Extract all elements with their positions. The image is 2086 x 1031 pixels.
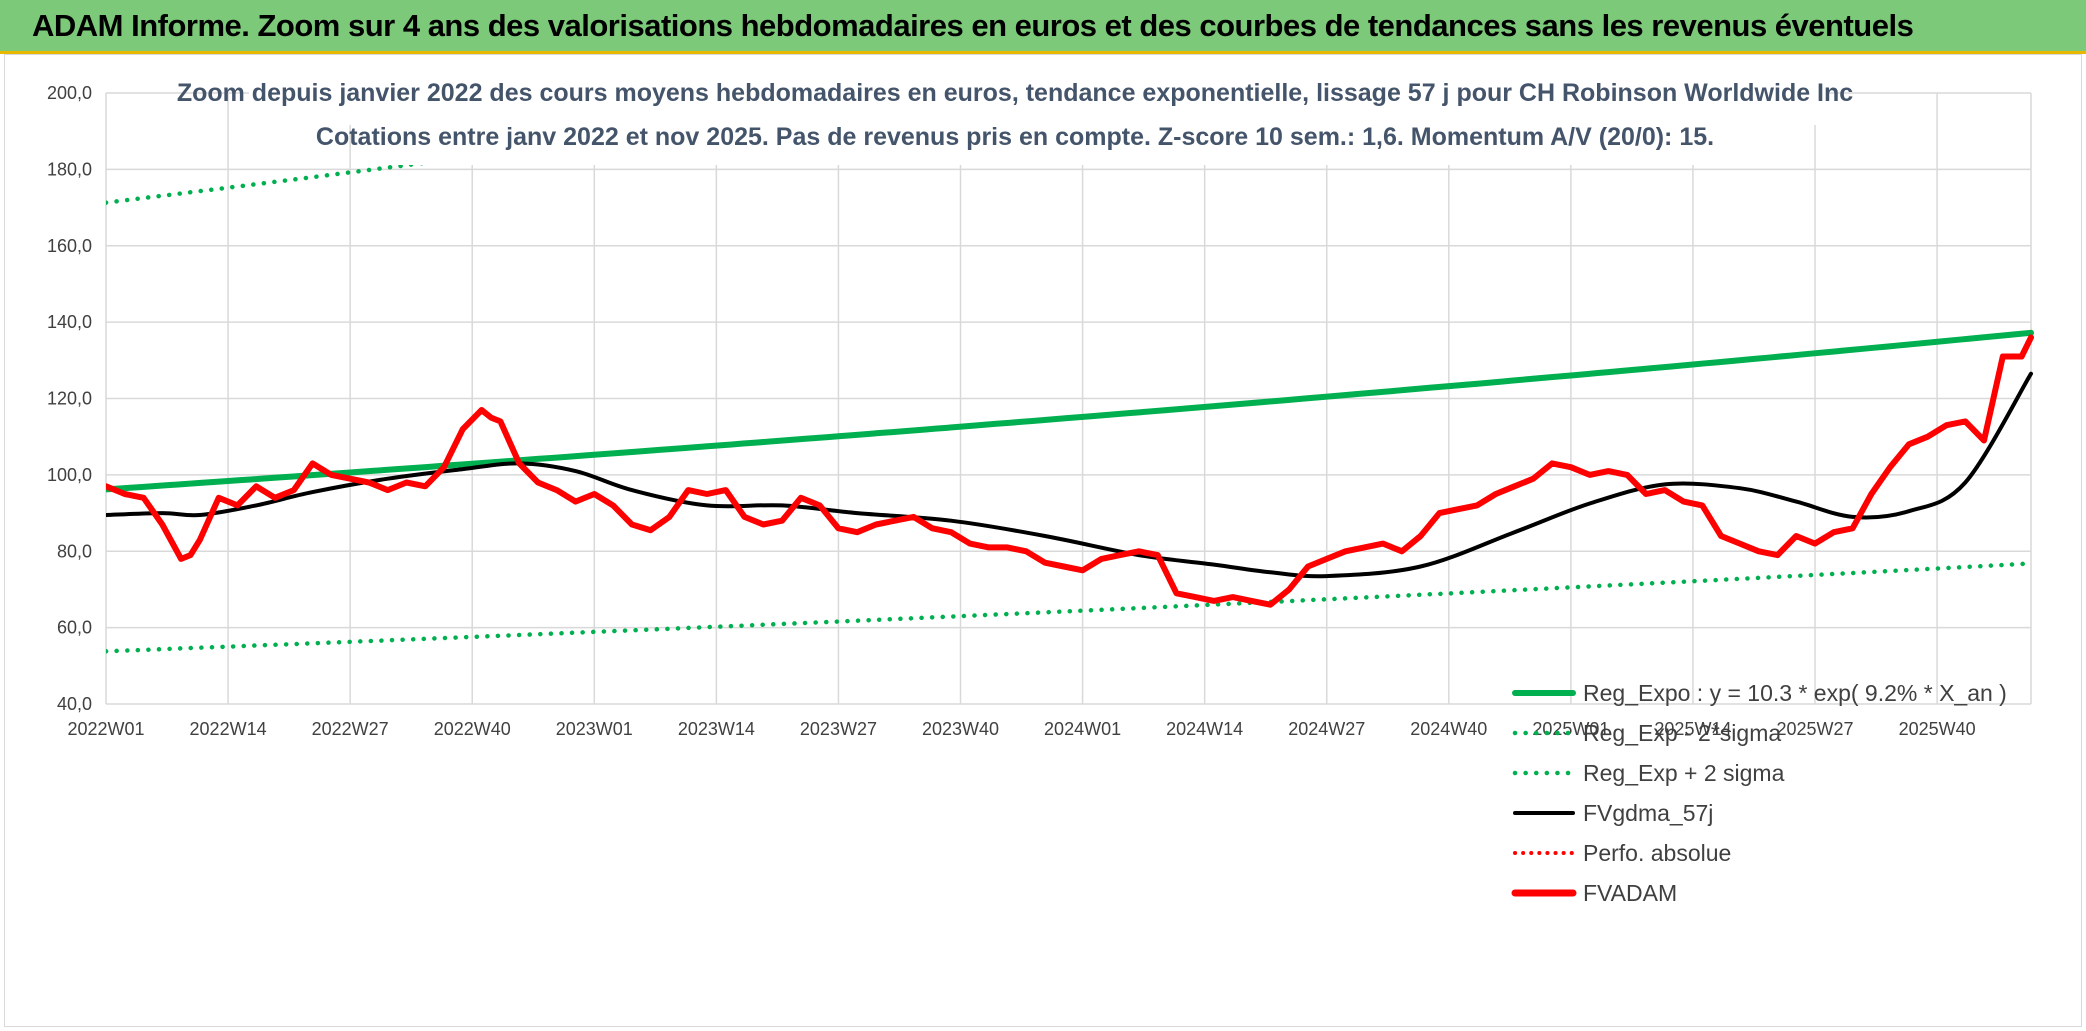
y-tick-label: 160,0 (47, 236, 92, 256)
x-tick-label: 2024W01 (1044, 719, 1121, 739)
legend: Reg_Expo : y = 10.3 * exp( 9.2% * X_an )… (1511, 680, 2007, 906)
legend-item-reg-plus: Reg_Exp + 2 sigma (1512, 760, 1785, 786)
x-tick-label: 2022W14 (190, 719, 267, 739)
line-chart: 40,0 60,0 80,0 100,0 120,0 140,0 160,0 180,0 200… (47, 59, 2034, 906)
y-axis-ticks: 40,0 60,0 80,0 100,0 120,0 140,0 160,0 180,0 200… (47, 83, 92, 714)
y-tick-label: 120,0 (47, 389, 92, 409)
chart-title-background-2 (369, 125, 1709, 165)
chart-title-line1: Zoom depuis janvier 2022 des cours moyen… (177, 79, 1853, 107)
grid-lines (105, 92, 2032, 705)
header-bar: ADAM Informe. Zoom sur 4 ans des valoris… (0, 0, 2086, 54)
series-fvadam (106, 334, 2034, 608)
legend-label: Reg_Exp - 2*sigma (1583, 720, 1781, 746)
x-tick-label: 2022W40 (434, 719, 511, 739)
chart-area: 40,0 60,0 80,0 100,0 120,0 140,0 160,0 180,0 200… (4, 54, 2082, 1027)
x-tick-label: 2024W40 (1410, 719, 1487, 739)
legend-item-fvadam: FVADAM (1511, 880, 1677, 906)
chart-title-background (249, 59, 1829, 125)
x-tick-label: 2025W01 (1532, 719, 1609, 739)
y-tick-label: 140,0 (47, 312, 92, 332)
y-tick-label: 100,0 (47, 465, 92, 485)
series-reg-expo (106, 329, 2034, 493)
x-tick-label: 2024W27 (1288, 719, 1365, 739)
legend-item-perfo: Perfo. absolue (1513, 840, 1731, 866)
y-tick-label: 180,0 (47, 159, 92, 179)
x-tick-label: 2022W01 (67, 719, 144, 739)
x-tick-label: 2025W14 (1654, 719, 1731, 739)
x-tick-label: 2022W27 (312, 719, 389, 739)
y-tick-label: 80,0 (57, 541, 92, 561)
legend-label: Reg_Exp + 2 sigma (1583, 760, 1785, 786)
legend-label: FVgdma_57j (1583, 800, 1713, 826)
legend-item-reg-expo: Reg_Expo : y = 10.3 * exp( 9.2% * X_an ) (1512, 680, 2007, 706)
x-tick-label: 2025W40 (1899, 719, 1976, 739)
series-fvgdma-57j (106, 371, 2033, 579)
chart-title-line2: Cotations entre janv 2022 et nov 2025. P… (316, 123, 1714, 151)
y-tick-label: 60,0 (57, 618, 92, 638)
x-axis-ticks: 2022W01 2022W14 2022W27 2022W40 2023W01 2023W… (67, 719, 1975, 739)
legend-label: Perfo. absolue (1583, 840, 1731, 866)
series-reg-minus-2sigma (106, 561, 2034, 654)
y-tick-label: 200,0 (47, 83, 92, 103)
legend-item-reg-minus: Reg_Exp - 2*sigma (1512, 720, 1781, 746)
legend-label: Reg_Expo : y = 10.3 * exp( 9.2% * X_an ) (1583, 680, 2007, 706)
y-tick-label: 40,0 (57, 694, 92, 714)
x-tick-label: 2023W01 (556, 719, 633, 739)
x-tick-label: 2023W14 (678, 719, 755, 739)
x-tick-label: 2024W14 (1166, 719, 1243, 739)
x-tick-label: 2025W27 (1776, 719, 1853, 739)
series-layer (106, 91, 2034, 654)
legend-item-fvgdma: FVgdma_57j (1513, 800, 1713, 826)
legend-label: FVADAM (1583, 880, 1677, 906)
x-tick-label: 2023W27 (800, 719, 877, 739)
x-tick-label: 2023W40 (922, 719, 999, 739)
page-title: ADAM Informe. Zoom sur 4 ans des valoris… (32, 8, 1914, 43)
